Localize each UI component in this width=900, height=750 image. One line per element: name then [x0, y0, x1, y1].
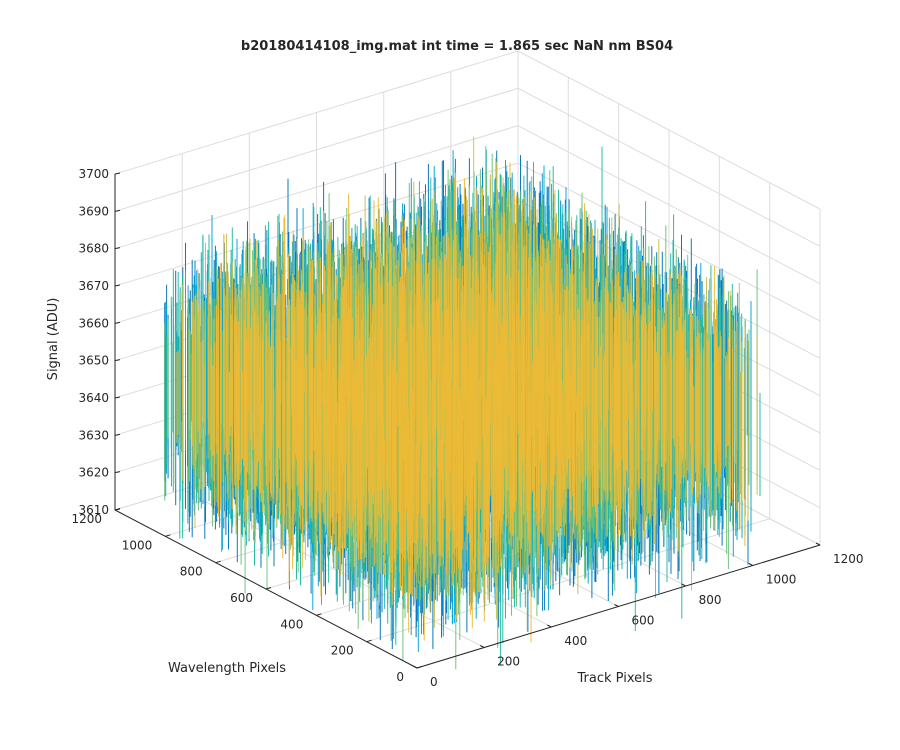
z-tick-label: 3650: [78, 354, 109, 368]
x-tick-label: 1200: [833, 552, 864, 566]
y-tick-label: 200: [331, 644, 354, 658]
x-tick-label: 600: [632, 614, 655, 628]
y-tick-label: 1000: [122, 538, 153, 552]
y-axis-label: Wavelength Pixels: [168, 661, 286, 676]
surface-strokes: [176, 136, 746, 643]
grid-line-z: [114, 125, 821, 285]
x-tick: [547, 624, 552, 628]
y-tick: [215, 560, 221, 564]
z-tick: [114, 433, 121, 436]
y-tick: [265, 587, 272, 590]
z-tick: [114, 471, 121, 474]
x-tick-label: 400: [564, 634, 587, 648]
y-tick-label: 0: [396, 670, 404, 684]
z-tick-label: 3700: [78, 167, 109, 181]
x-tick-label: 0: [430, 675, 438, 689]
tick-labels: 3610 3620 3630 3640 3650 3660 3670 3680 3690 3700…: [71, 167, 863, 689]
chart-title: b20180414108_img.mat int time = 1.865 se…: [241, 39, 673, 54]
z-tick-label: 3640: [78, 391, 109, 405]
y-tick-label: 800: [180, 565, 203, 579]
x-tick: [479, 645, 485, 648]
x-tick: [748, 563, 754, 566]
x-tick-label: 200: [497, 655, 520, 669]
y-tick: [416, 666, 423, 669]
y-tick: [114, 508, 121, 511]
z-tick: [114, 321, 121, 324]
z-tick: [114, 284, 121, 287]
z-tick: [114, 396, 121, 399]
z-tick-label: 3610: [78, 503, 109, 517]
axes-lines: [114, 172, 821, 669]
z-tick-label: 3620: [78, 466, 109, 480]
z-tick-label: 3670: [78, 279, 109, 293]
z-tick-label: 3630: [78, 428, 109, 442]
x-axis-label: Track Pixels: [577, 671, 653, 686]
x-tick-label: 1000: [766, 573, 797, 587]
x-tick: [412, 665, 418, 669]
z-tick: [114, 247, 121, 250]
surface-plot: [164, 136, 761, 670]
z-tick: [114, 359, 121, 362]
z-tick: [114, 172, 121, 175]
y-tick-label: 600: [230, 591, 253, 605]
y-tick: [316, 613, 322, 616]
x-tick: [815, 542, 821, 546]
z-tick-label: 3680: [78, 242, 109, 256]
x-tick: [614, 604, 619, 607]
grid-line-z: [114, 87, 821, 247]
z-tick-label: 3660: [78, 316, 109, 330]
grid-line-z: [114, 50, 821, 210]
y-tick: [165, 534, 171, 537]
y-tick-label: 400: [280, 617, 303, 631]
z-tick-label: 3690: [78, 204, 109, 218]
y-tick: [366, 639, 372, 643]
z-tick: [114, 209, 121, 212]
z-axis-label: Signal (ADU): [46, 298, 61, 381]
y-tick-label: 1200: [71, 512, 102, 526]
x-tick-label: 800: [699, 593, 722, 607]
x-tick: [681, 583, 686, 587]
